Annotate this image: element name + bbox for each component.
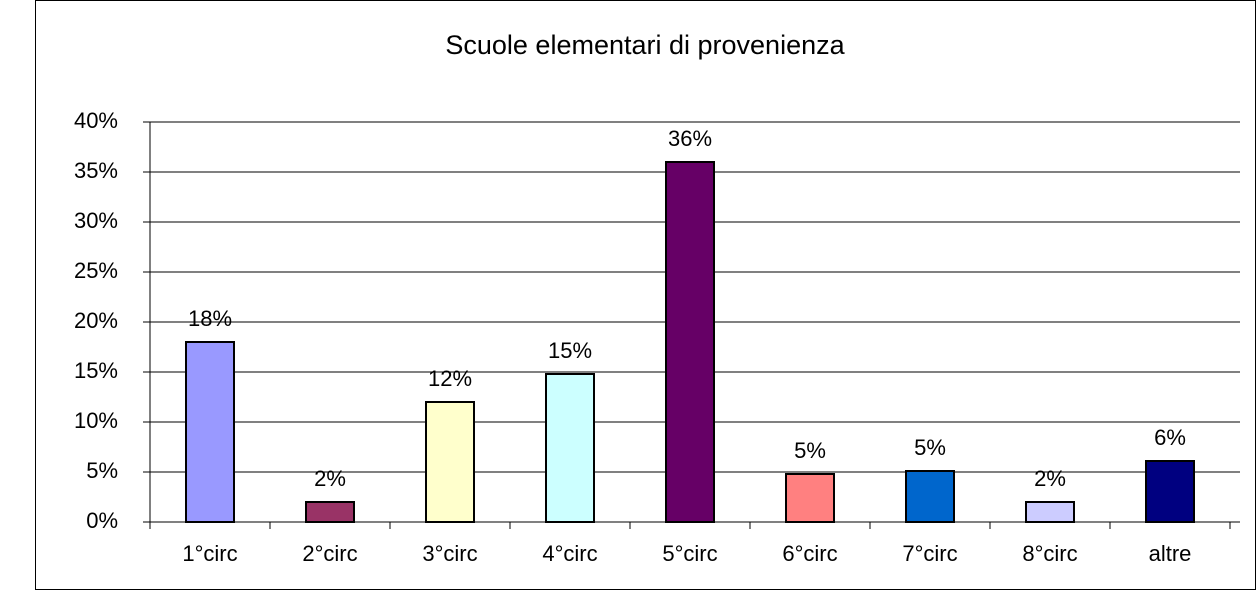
x-tick-label: 2°circ xyxy=(302,541,357,566)
x-tick-label: 8°circ xyxy=(1022,541,1077,566)
bar xyxy=(905,470,955,523)
data-label: 36% xyxy=(668,126,712,151)
bar xyxy=(665,161,715,523)
bar xyxy=(185,341,235,523)
x-tick-label: 6°circ xyxy=(782,541,837,566)
data-label: 5% xyxy=(914,435,946,460)
y-tick-label: 0% xyxy=(86,508,118,533)
y-tick-label: 20% xyxy=(74,308,118,333)
data-label: 2% xyxy=(1034,466,1066,491)
data-label: 6% xyxy=(1154,425,1186,450)
bar xyxy=(1025,501,1075,523)
y-tick-label: 40% xyxy=(74,108,118,133)
data-label: 12% xyxy=(428,366,472,391)
y-tick-label: 30% xyxy=(74,208,118,233)
y-tick-label: 10% xyxy=(74,408,118,433)
x-tick-label: 4°circ xyxy=(542,541,597,566)
data-label: 5% xyxy=(794,438,826,463)
x-tick-label: 1°circ xyxy=(182,541,237,566)
y-tick-label: 35% xyxy=(74,158,118,183)
bar xyxy=(425,401,475,523)
x-tick-label: 7°circ xyxy=(902,541,957,566)
data-label: 15% xyxy=(548,338,592,363)
data-label: 2% xyxy=(314,466,346,491)
bar xyxy=(305,501,355,523)
y-tick-label: 5% xyxy=(86,458,118,483)
bar xyxy=(545,373,595,523)
bar xyxy=(785,473,835,523)
x-tick-label: altre xyxy=(1149,541,1192,566)
data-label: 18% xyxy=(188,306,232,331)
x-tick-label: 5°circ xyxy=(662,541,717,566)
x-tick-label: 3°circ xyxy=(422,541,477,566)
chart-frame xyxy=(35,0,1256,590)
chart-title: Scuole elementari di provenienza xyxy=(445,30,845,60)
y-tick-label: 15% xyxy=(74,358,118,383)
y-tick-label: 25% xyxy=(74,258,118,283)
bar xyxy=(1145,460,1195,523)
